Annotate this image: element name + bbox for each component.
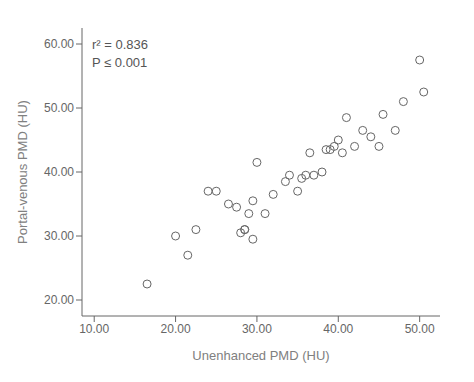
svg-text:10.00: 10.00 [79,322,109,336]
svg-text:30.00: 30.00 [242,322,272,336]
svg-text:20.00: 20.00 [44,293,74,307]
svg-text:Unenhanced PMD (HU): Unenhanced PMD (HU) [192,348,329,363]
svg-text:50.00: 50.00 [44,101,74,115]
svg-text:40.00: 40.00 [323,322,353,336]
html-text:P ≤ 0.001: P ≤ 0.001 [92,55,148,70]
svg-text:40.00: 40.00 [44,165,74,179]
svg-text:Portal-venous PMD (HU): Portal-venous PMD (HU) [15,100,30,244]
html-text:r² = 0.836: r² = 0.836 [92,37,148,52]
svg-text:60.00: 60.00 [44,37,74,51]
svg-text:50.00: 50.00 [405,322,435,336]
svg-text:30.00: 30.00 [44,229,74,243]
svg-text:20.00: 20.00 [161,322,191,336]
